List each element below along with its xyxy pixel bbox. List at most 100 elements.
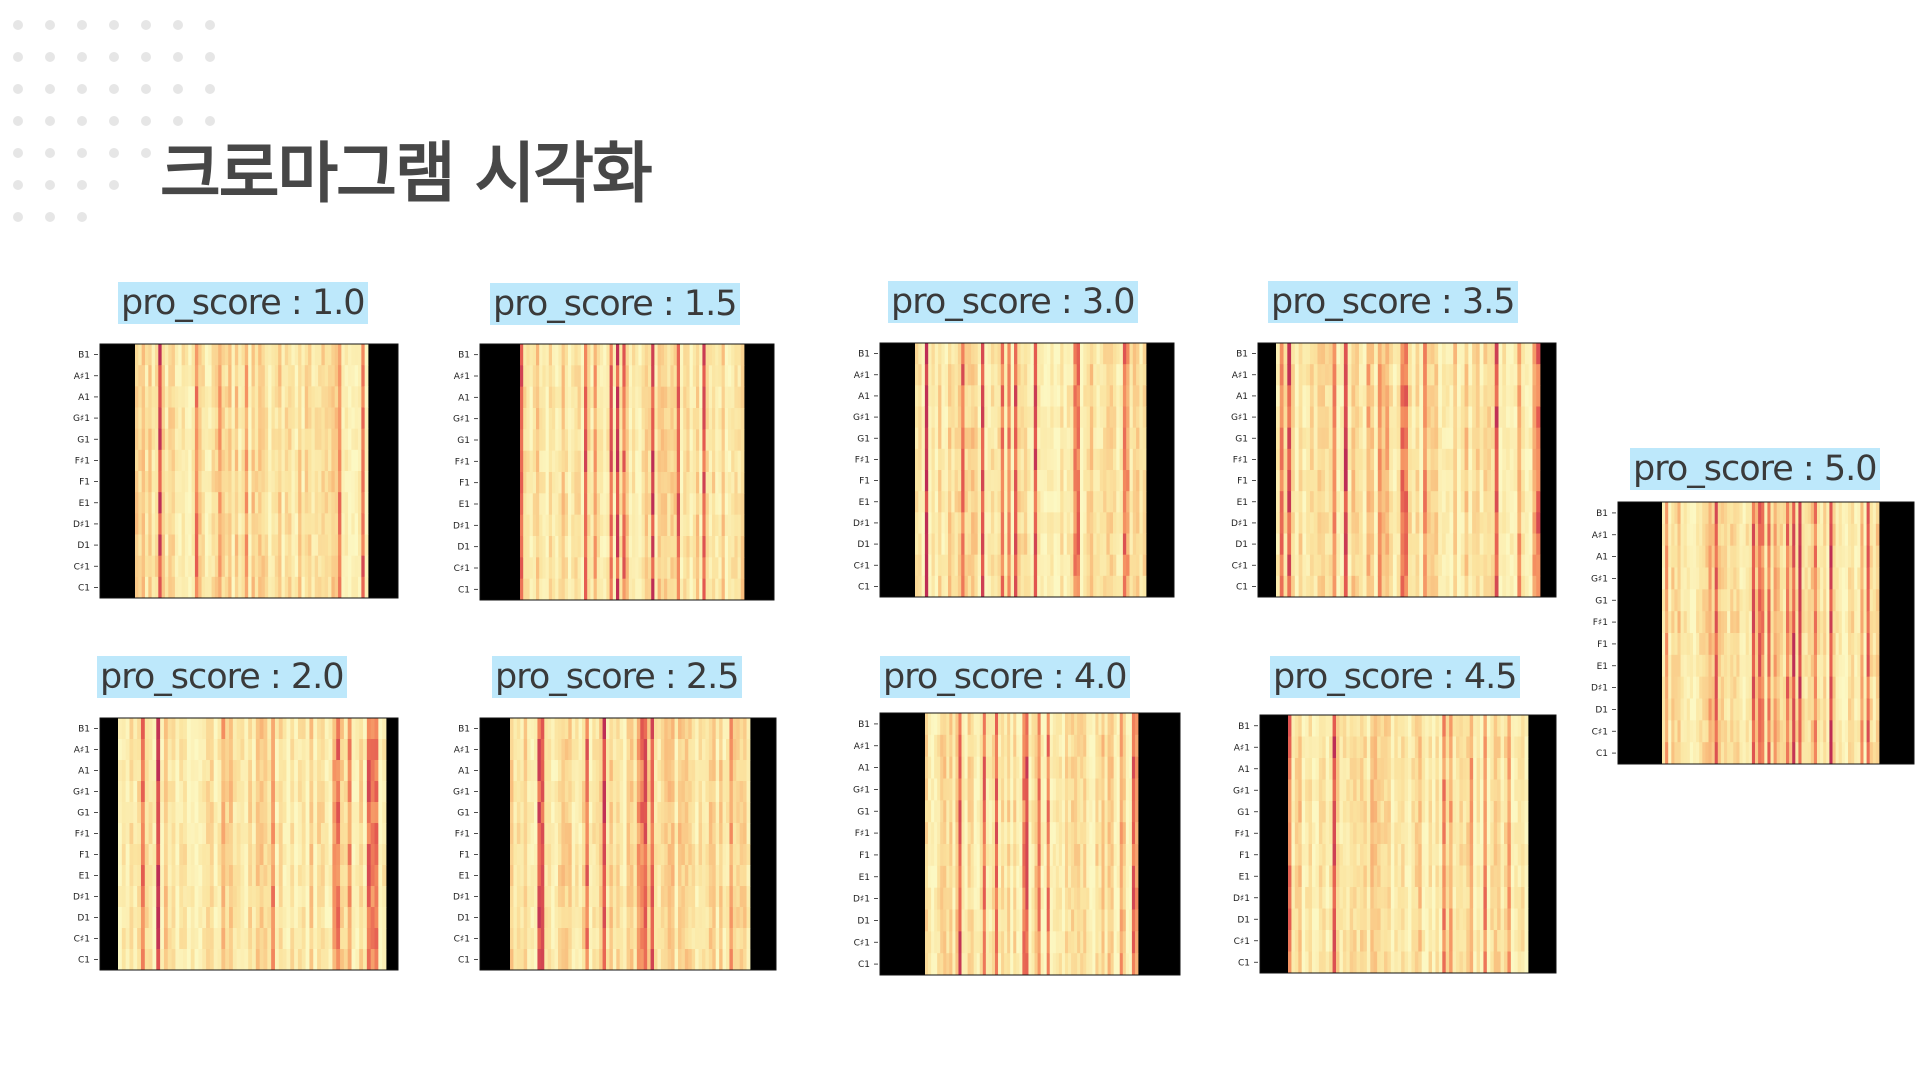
- heat-cell: [171, 492, 176, 514]
- heat-cell: [1089, 427, 1094, 450]
- heat-cell: [1142, 470, 1147, 492]
- heat-cell: [1103, 491, 1107, 513]
- heat-cell: [1086, 406, 1091, 429]
- heat-cell: [378, 823, 383, 845]
- heat-cell: [209, 823, 215, 845]
- heat-cell: [144, 781, 150, 803]
- heat-cell: [689, 408, 694, 430]
- heat-cell: [331, 534, 336, 557]
- heat-cell: [967, 427, 972, 450]
- heat-cell: [676, 578, 681, 601]
- heat-cell: [228, 365, 232, 387]
- heat-cell: [271, 576, 276, 599]
- heat-cell: [651, 344, 655, 366]
- heat-cell: [236, 739, 241, 761]
- heat-cell: [314, 365, 319, 387]
- heat-cell: [374, 823, 379, 845]
- heat-cell: [309, 865, 314, 887]
- heat-cell: [1037, 385, 1041, 407]
- heat-cell: [654, 949, 658, 971]
- heat-cell: [1355, 406, 1360, 429]
- heat-cell: [228, 407, 232, 430]
- heat-cell: [188, 534, 192, 557]
- heat-cell: [728, 450, 732, 473]
- heat-cell: [596, 344, 601, 366]
- heat-cell: [133, 718, 138, 740]
- heat-cell: [264, 365, 269, 387]
- heat-cell: [144, 739, 150, 761]
- heat-cell: [363, 865, 368, 887]
- heat-cell: [171, 513, 176, 535]
- heat-cell: [137, 865, 142, 887]
- heat-cell: [582, 928, 586, 950]
- heat-cell: [587, 429, 591, 452]
- heat-cell: [121, 760, 127, 782]
- heat-cell: [370, 802, 375, 824]
- heat-cell: [1033, 385, 1038, 407]
- heat-cell: [1426, 427, 1432, 450]
- heat-cell: [686, 536, 690, 558]
- heat-cell: [520, 949, 525, 971]
- heat-cell: [558, 886, 562, 908]
- heat-cell: [1073, 385, 1078, 407]
- heat-cell: [168, 576, 173, 599]
- heat-cell: [382, 802, 387, 824]
- heat-cell: [198, 907, 203, 929]
- heat-cell: [1317, 575, 1322, 598]
- heat-cell: [1351, 406, 1356, 429]
- heat-cell: [261, 428, 266, 451]
- heat-cell: [178, 534, 182, 557]
- heat-cell: [1415, 470, 1420, 492]
- heat-cell: [954, 533, 959, 556]
- heat-cell: [181, 407, 186, 430]
- y-tick-label: A♯1: [74, 372, 90, 382]
- heat-cell: [234, 555, 239, 578]
- heat-cell: [1014, 364, 1018, 386]
- heat-cell: [348, 576, 352, 599]
- heat-cell: [1116, 470, 1120, 492]
- heat-cell: [1396, 533, 1401, 556]
- heat-cell: [1313, 406, 1318, 429]
- heat-cell: [290, 907, 295, 929]
- heat-cell: [640, 823, 645, 845]
- heat-cell: [334, 471, 339, 493]
- heat-cell: [324, 886, 329, 908]
- heat-cell: [1415, 554, 1420, 577]
- heat-cell: [1498, 343, 1503, 365]
- heat-cell: [564, 578, 569, 601]
- heat-cell: [1083, 364, 1087, 386]
- heat-cell: [692, 365, 697, 388]
- heat-cell: [1027, 470, 1031, 492]
- heat-cell: [680, 557, 684, 580]
- heat-cell: [191, 344, 196, 366]
- heat-cell: [251, 344, 256, 366]
- heat-cell: [336, 739, 341, 761]
- heat-cell: [164, 513, 169, 535]
- heat-cell: [213, 739, 218, 761]
- heat-cell: [1093, 512, 1097, 534]
- heat-cell: [351, 739, 356, 761]
- heat-cell: [609, 365, 614, 388]
- heat-cell: [537, 802, 542, 824]
- heat-cell: [294, 718, 299, 740]
- heat-cell: [544, 823, 549, 845]
- heat-cell: [1381, 385, 1386, 407]
- heat-cell: [228, 555, 232, 578]
- heat-cell: [281, 449, 286, 472]
- heat-cell: [1453, 491, 1458, 513]
- heat-cell: [1103, 406, 1107, 429]
- heat-cell: [1321, 427, 1326, 450]
- heat-cell: [317, 949, 322, 971]
- heat-cell: [547, 844, 552, 866]
- heat-cell: [1136, 343, 1140, 365]
- heat-cell: [148, 344, 153, 366]
- y-tick-label: E1: [859, 498, 870, 508]
- heat-cell: [338, 555, 342, 578]
- heat-cell: [536, 514, 540, 537]
- decor-dot: [77, 84, 87, 94]
- heat-cell: [564, 514, 569, 537]
- heat-cell: [209, 886, 215, 908]
- heat-cell: [633, 802, 638, 824]
- heat-cell: [1313, 512, 1318, 534]
- heat-cell: [544, 865, 549, 887]
